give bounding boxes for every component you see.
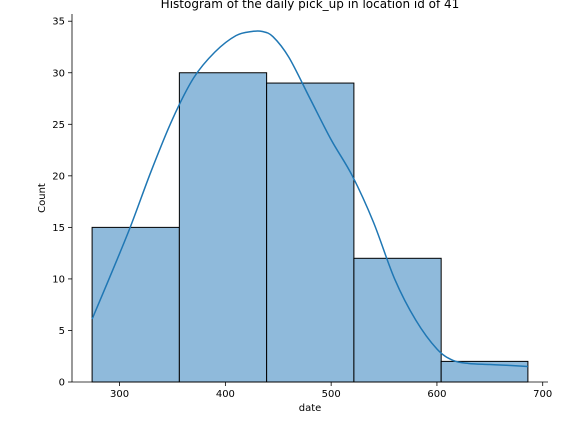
y-axis-ticks: 0 5 10 15 20 25 30 35 (52, 17, 72, 389)
y-tick-label: 15 (52, 223, 65, 234)
histogram-bar-4 (353, 257, 442, 383)
x-tick-label: 700 (533, 389, 552, 400)
x-axis-ticks: 300 400 500 600 700 (110, 382, 552, 400)
axes (71, 14, 548, 383)
x-tick-label: 300 (110, 389, 129, 400)
y-tick-label: 35 (52, 17, 65, 28)
histogram-bars (91, 72, 529, 383)
y-tick-label: 10 (52, 274, 65, 285)
kde-curve (91, 30, 528, 368)
y-tick-label: 5 (59, 326, 65, 337)
y-tick-label: 30 (52, 68, 65, 79)
chart-title: Histogram of the daily pick_up in locati… (161, 0, 460, 11)
x-tick-label: 400 (216, 389, 235, 400)
x-axis-label: date (299, 403, 322, 414)
x-tick-label: 500 (322, 389, 341, 400)
y-tick-label: 0 (59, 378, 65, 389)
x-tick-label: 600 (427, 389, 446, 400)
histogram-bar-2 (178, 72, 268, 383)
histogram-bar-1 (91, 226, 180, 383)
y-axis-label: Count (37, 183, 48, 213)
y-tick-label: 20 (52, 171, 65, 182)
histogram-bar-3 (266, 82, 355, 383)
y-tick-label: 25 (52, 120, 65, 131)
